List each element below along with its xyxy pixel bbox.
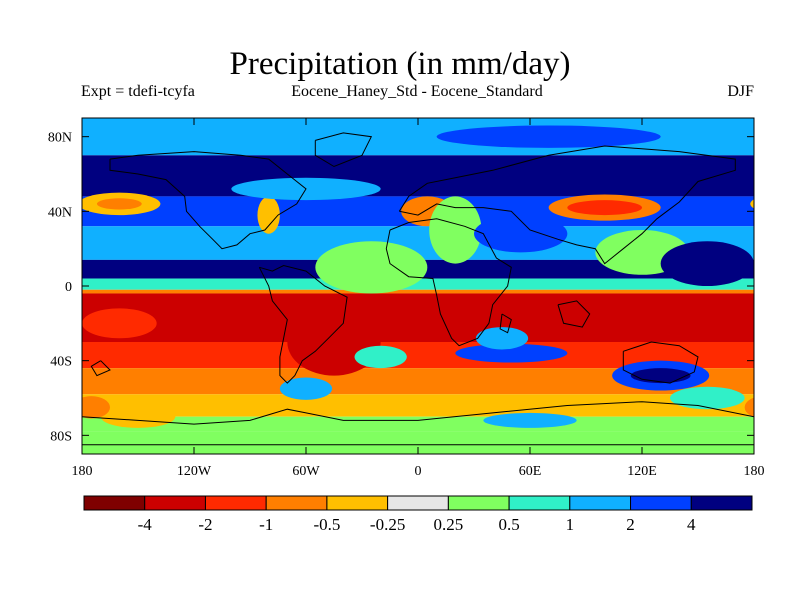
precip-band-7	[82, 293, 754, 342]
coastline-7	[82, 401, 754, 425]
precip-patch-24	[436, 125, 661, 148]
coastline-1	[258, 264, 348, 384]
colorbar: -4 -2 -1 -0.5 -0.25 0.25 0.5 1 2 4	[83, 495, 753, 534]
precip-patch-21	[744, 397, 754, 418]
precipitation-field	[0, 118, 800, 454]
colorbar-label: -2	[198, 515, 212, 534]
x-tick-label: 180	[72, 464, 93, 479]
precip-band-12	[82, 431, 754, 454]
coastline-4	[499, 313, 512, 334]
colorbar-box	[447, 495, 510, 511]
precip-patch-4	[315, 241, 428, 294]
coastline-0	[109, 151, 307, 250]
colorbar-label: 0.25	[433, 515, 463, 534]
colorbar-box	[630, 495, 692, 511]
colorbar-box	[204, 495, 267, 511]
precip-patch-20	[100, 405, 176, 428]
colorbar-box	[265, 495, 328, 511]
precip-patch-18	[670, 386, 745, 410]
precip-patch-17	[0, 368, 19, 383]
precip-patch-10	[474, 215, 568, 253]
colorbar-box	[508, 495, 571, 511]
chart-title: Precipitation (in mm/day)	[229, 46, 571, 82]
precip-patch-21	[82, 396, 110, 419]
colorbar-box	[83, 495, 146, 511]
colorbar-box	[569, 495, 632, 511]
x-tick-label: 180	[744, 464, 765, 479]
y-tick-label: 40N	[48, 205, 72, 220]
colorbar-label: 2	[626, 515, 635, 534]
precip-patch-22	[483, 412, 577, 428]
precip-patch-20	[773, 405, 800, 427]
colorbar-label: 1	[566, 515, 575, 534]
precip-patch-18	[0, 387, 73, 409]
coastline-3	[398, 145, 736, 265]
colorbar-label: -1	[259, 515, 273, 534]
y-tick-label: 40S	[50, 355, 72, 370]
precip-patch-16	[0, 361, 37, 391]
precip-band-11	[82, 416, 754, 432]
precip-band-6	[82, 289, 754, 294]
experiment-difference-label: Eocene_Haney_Std - Eocene_Standard	[291, 83, 543, 100]
colorbar-box	[690, 495, 753, 511]
precip-patch-1	[96, 198, 142, 210]
coastline-10	[90, 360, 111, 377]
x-tick-label: 0	[415, 464, 422, 479]
x-tick-label: 120W	[177, 464, 212, 479]
y-tick-label: 80N	[48, 131, 72, 146]
colorbar-box	[144, 495, 206, 511]
colorbar-box	[326, 495, 389, 511]
x-tick-label: 60W	[292, 464, 320, 479]
precip-patch-14	[455, 343, 568, 363]
precip-patch-13	[354, 345, 407, 369]
precip-patch-11	[660, 241, 754, 286]
colorbar-label: -0.25	[370, 515, 405, 534]
precip-band-10	[82, 394, 754, 417]
coastline-6	[622, 341, 699, 384]
x-tick-label: 60E	[519, 464, 542, 479]
precip-patch-1	[769, 198, 800, 209]
precip-patch-19	[279, 377, 333, 400]
precip-patch-0	[750, 199, 754, 209]
colorbar-label: 0.5	[498, 515, 519, 534]
coastline-9	[314, 132, 373, 168]
precip-patch-23	[754, 308, 800, 338]
y-tick-label: 0	[65, 280, 72, 295]
season-label: DJF	[727, 83, 754, 100]
precip-patch-23	[82, 308, 157, 339]
precip-patch-15	[475, 327, 529, 350]
coastline-5	[557, 300, 591, 328]
y-tick-label: 80S	[50, 429, 72, 444]
map-axes: 180 120W 60W 0 60E 120E 180 80N 40N 0 40S 80S	[48, 118, 765, 479]
precip-patch-8	[567, 200, 643, 216]
colorbar-label: -0.5	[313, 515, 340, 534]
colorbar-box	[387, 495, 449, 511]
colorbar-label: 4	[687, 515, 696, 534]
precip-patch-6	[429, 196, 482, 264]
colorbar-label: -4	[138, 515, 153, 534]
precip-patch-9	[0, 230, 17, 275]
precip-patch-17	[630, 368, 691, 384]
experiment-label: Expt = tdefi-tcyfa	[81, 83, 195, 100]
coastlines	[82, 132, 754, 446]
coastline-2	[385, 218, 512, 347]
x-tick-label: 120E	[627, 464, 657, 479]
precip-band-5	[82, 278, 754, 290]
precip-patch-2	[257, 196, 280, 234]
